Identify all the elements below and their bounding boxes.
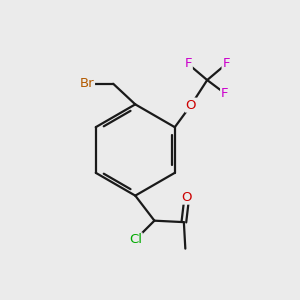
Text: F: F xyxy=(221,87,229,100)
Text: Br: Br xyxy=(80,77,94,90)
Text: O: O xyxy=(186,99,196,112)
Text: F: F xyxy=(184,57,192,70)
Text: F: F xyxy=(223,57,230,70)
Text: O: O xyxy=(182,190,192,204)
Text: Cl: Cl xyxy=(129,233,142,246)
